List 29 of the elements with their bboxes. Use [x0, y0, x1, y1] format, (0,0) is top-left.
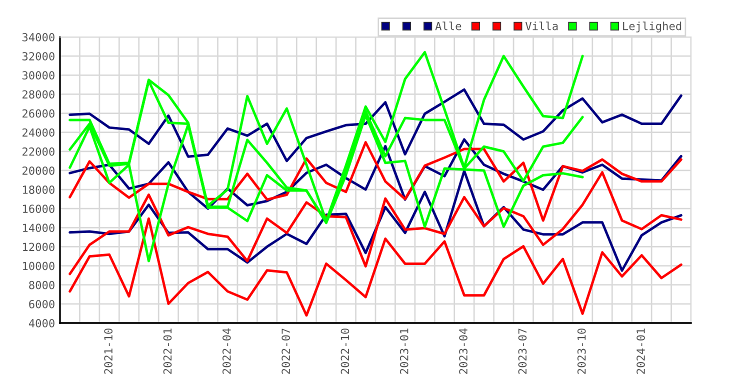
y-tick-label: 20000 — [22, 166, 54, 175]
y-tick-label: 16000 — [23, 204, 54, 214]
x-tick-label: 2022-04 — [222, 328, 231, 374]
y-tick-label: 22000 — [22, 147, 54, 156]
x-tick-label: 2022-01 — [163, 328, 172, 374]
y-tick-label: 32000 — [22, 52, 54, 60]
x-tick-label: 2022-07 — [282, 328, 290, 374]
y-tick-label: 6000 — [29, 300, 54, 308]
x-tick-label: 2023-07 — [518, 328, 527, 374]
y-tick-label: 30000 — [22, 71, 54, 80]
x-tick-label: 2023-04 — [459, 328, 468, 374]
y-tick-label: 28000 — [22, 90, 54, 99]
legend-label: Lejlighed — [623, 22, 682, 32]
x-tick-label: 2023-01 — [400, 328, 408, 374]
y-tick-label: 12000 — [23, 242, 54, 252]
y-tick-label: 10000 — [23, 262, 54, 270]
y-tick-label: 34000 — [22, 33, 54, 42]
y-tick-label: 24000 — [22, 128, 54, 137]
y-tick-label: 18000 — [23, 186, 54, 194]
legend-label: Alle — [435, 22, 462, 30]
y-tick-label: 4000 — [28, 319, 54, 328]
x-tick-label: 2022-10 — [340, 328, 350, 374]
x-tick-label: 2024-01 — [636, 328, 645, 374]
y-tick-label: 8000 — [29, 280, 54, 290]
x-tick-label: 2021-10 — [104, 328, 113, 374]
x-tick-label: 2023-10 — [577, 328, 586, 374]
y-tick-label: 14000 — [23, 224, 54, 232]
y-tick-label: 26000 — [22, 109, 54, 118]
legend-label: Villa — [525, 22, 558, 30]
